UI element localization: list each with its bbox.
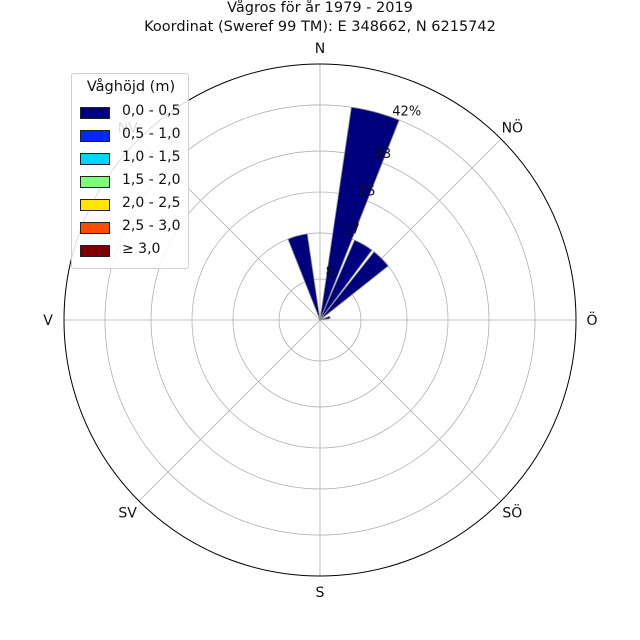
- bar-segment: [287, 233, 321, 321]
- legend-swatch: [80, 130, 110, 142]
- bar-segment: [319, 106, 400, 321]
- radial-tick-label: 33: [375, 147, 392, 162]
- legend-swatch: [80, 176, 110, 188]
- angular-gridline: [138, 319, 321, 502]
- legend-label: 0,5 - 1,0: [122, 126, 181, 142]
- bar-segment: [319, 251, 389, 321]
- direction-label: Ö: [586, 311, 597, 329]
- radial-tick-label: 17: [343, 223, 360, 238]
- direction-label: SV: [118, 505, 137, 521]
- legend-swatch: [80, 222, 110, 234]
- legend-label: 1,0 - 1,5: [122, 149, 181, 165]
- chart-subtitle: Koordinat (Sweref 99 TM): E 348662, N 62…: [144, 19, 496, 35]
- direction-label: N: [315, 41, 325, 57]
- legend-label: 1,5 - 2,0: [122, 172, 181, 188]
- legend-label: 2,0 - 2,5: [122, 195, 181, 211]
- legend: Våghöjd (m) 0,0 - 0,5 0,5 - 1,0 1,0 - 1,…: [71, 73, 189, 269]
- radial-tick-label: 8: [326, 265, 334, 280]
- direction-label: S: [316, 585, 325, 601]
- direction-label: SÖ: [502, 503, 522, 521]
- legend-title: Våghöjd (m): [86, 79, 176, 95]
- chart-title: Vågros för år 1979 - 2019: [227, 0, 413, 16]
- radial-tick-label: 25: [359, 185, 376, 200]
- legend-swatch: [80, 199, 110, 211]
- legend-label: 0,0 - 0,5: [122, 103, 181, 119]
- bar-segment: [319, 315, 331, 321]
- direction-label: V: [43, 313, 53, 329]
- bar-segment: [319, 239, 373, 321]
- legend-swatch: [80, 153, 110, 165]
- legend-swatch: [80, 245, 110, 257]
- radial-tick-label: 42%: [392, 104, 421, 119]
- legend-label: ≥ 3,0: [122, 241, 161, 257]
- legend-label: 2,5 - 3,0: [122, 218, 181, 234]
- polar-frame: [63, 63, 577, 577]
- angular-gridline: [319, 319, 502, 502]
- legend-swatch: [80, 107, 110, 119]
- direction-label: NÖ: [502, 119, 524, 137]
